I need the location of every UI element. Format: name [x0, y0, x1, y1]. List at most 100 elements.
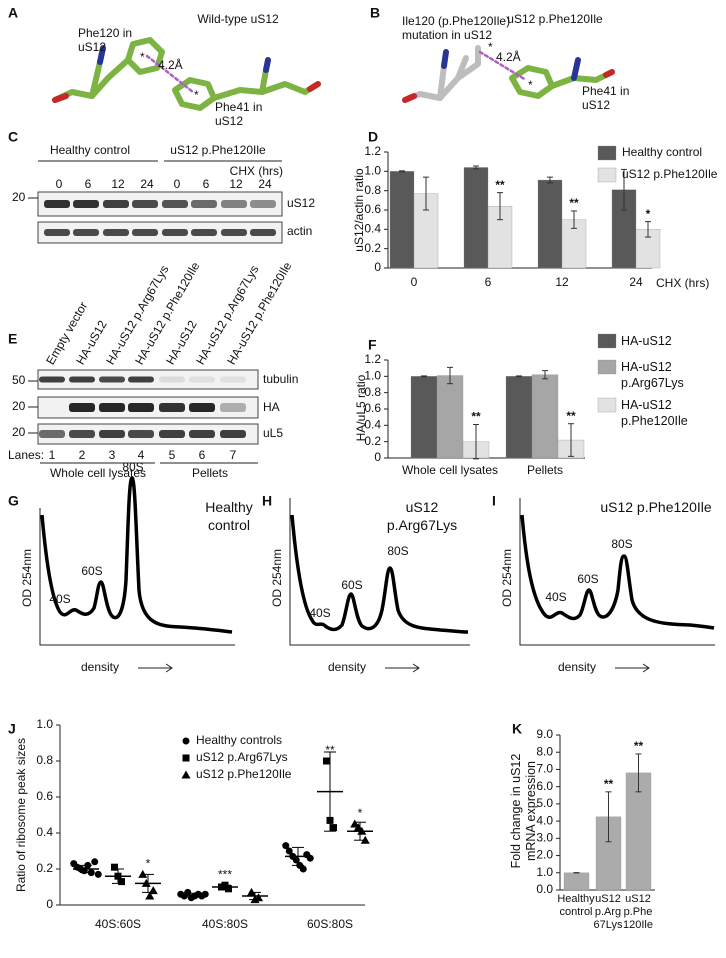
lane-number: 6: [199, 448, 206, 462]
lane-label: 12: [111, 177, 125, 191]
ring-center: *: [488, 40, 493, 54]
y-tick-label: 1.0: [364, 164, 381, 178]
data-point: [282, 842, 290, 850]
y-tick-label: 0.4: [364, 222, 381, 236]
peak-label: 80S: [122, 460, 143, 474]
band: [220, 430, 246, 438]
lane-number: 7: [230, 448, 237, 462]
band: [250, 229, 276, 236]
band: [99, 376, 125, 383]
x-tick-label: 40S:60S: [95, 917, 141, 931]
data-point: [299, 865, 307, 873]
band: [69, 403, 95, 412]
peak-label: 80S: [611, 537, 632, 551]
y-tick-label: 0.8: [36, 753, 53, 767]
ring-center: *: [528, 78, 533, 92]
residue-label: Phe41 in uS12: [215, 100, 263, 128]
x-axis-label: CHX (hrs): [656, 276, 709, 290]
legend-label: Healthy control: [622, 145, 702, 159]
panel-letter: H: [262, 493, 272, 509]
band: [159, 403, 185, 412]
y-tick-label: 7.0: [536, 762, 553, 776]
band: [73, 229, 99, 236]
band: [73, 200, 99, 208]
residue-label: Phe120 in uS12: [78, 26, 133, 54]
trace-axes: [39, 498, 715, 673]
y-tick-label: 3.0: [536, 831, 553, 845]
blot-label: uL5: [263, 426, 283, 440]
band: [39, 430, 65, 438]
distance-label: 4.2Å: [496, 49, 521, 64]
bar: [389, 171, 415, 269]
panel-letter: E: [8, 331, 17, 347]
significance: *: [358, 806, 363, 820]
panel-letter: B: [370, 5, 380, 21]
panel-letter: G: [8, 493, 19, 509]
x-tick-label: Healthy control: [557, 893, 595, 918]
band: [39, 376, 65, 383]
legend-label: uS12 p.Phe120Ile: [196, 767, 292, 781]
axis-label: OD 254nm: [500, 549, 514, 607]
y-axis-label: uS12/actin ratio: [352, 168, 366, 252]
y-tick-label: 0.2: [36, 861, 53, 875]
legend-swatch: [597, 359, 617, 375]
peak-label: 60S: [341, 578, 362, 592]
y-tick-label: 0.0: [536, 882, 553, 896]
y-tick-label: 0: [374, 260, 381, 274]
bar: [505, 376, 533, 459]
band: [69, 430, 95, 438]
lanes-caption: Lanes:: [8, 448, 44, 462]
y-tick-label: 1.2: [364, 144, 381, 158]
y-tick-label: 0: [374, 450, 381, 464]
y-tick-label: 0.8: [364, 385, 381, 399]
data-point: [184, 888, 192, 896]
axis-label: density: [81, 660, 119, 674]
axis-label: density: [558, 660, 596, 674]
band: [44, 229, 70, 236]
bar: [531, 374, 559, 459]
x-tick-label: 12: [555, 275, 569, 289]
x-tick-label: 40S:80S: [202, 917, 248, 931]
significance: **: [495, 178, 505, 192]
size-marker: 20: [12, 190, 26, 204]
profile-title: uS12 p.Phe120Ile: [600, 499, 712, 515]
significance: **: [604, 777, 614, 791]
legend-label: Healthy controls: [196, 733, 282, 747]
band: [220, 403, 246, 412]
band: [162, 229, 188, 236]
panel-letter: C: [8, 129, 18, 145]
legend-label: HA-uS12 p.Phe120Ile: [621, 398, 688, 428]
band: [221, 229, 247, 236]
y-tick-label: 0.8: [364, 183, 381, 197]
y-tick-label: 0.2: [364, 434, 381, 448]
x-tick-label: 60S:80S: [307, 917, 353, 931]
band: [132, 229, 158, 236]
blot-label: tubulin: [263, 372, 298, 386]
band: [103, 200, 129, 208]
data-point: [118, 878, 125, 886]
y-tick-label: 0.4: [364, 418, 381, 432]
lane-label: 0: [56, 177, 63, 191]
band: [103, 229, 129, 236]
y-tick-label: 1.0: [364, 369, 381, 383]
group-header: uS12 p.Phe120Ile: [170, 143, 266, 157]
y-tick-label: 9.0: [536, 727, 553, 741]
band: [159, 376, 185, 383]
x-tick-label: 24: [629, 275, 643, 289]
y-tick-label: 0.6: [364, 401, 381, 415]
legend-swatch: [597, 333, 617, 349]
y-tick-label: 0.6: [36, 789, 53, 803]
treatment-label: CHX (hrs): [230, 164, 283, 178]
bar: [463, 167, 489, 269]
distance-label: 4.2Å: [158, 57, 183, 72]
data-point: [285, 847, 293, 855]
legend-symbol: [182, 754, 190, 762]
panel-letter: K: [512, 721, 522, 737]
y-tick-label: 2.0: [536, 848, 553, 862]
data-point: [323, 757, 330, 765]
peak-label: 40S: [309, 606, 330, 620]
peak-label: 40S: [49, 592, 70, 606]
panel-title: Wild-type uS12: [197, 12, 279, 26]
bar: [563, 872, 590, 891]
